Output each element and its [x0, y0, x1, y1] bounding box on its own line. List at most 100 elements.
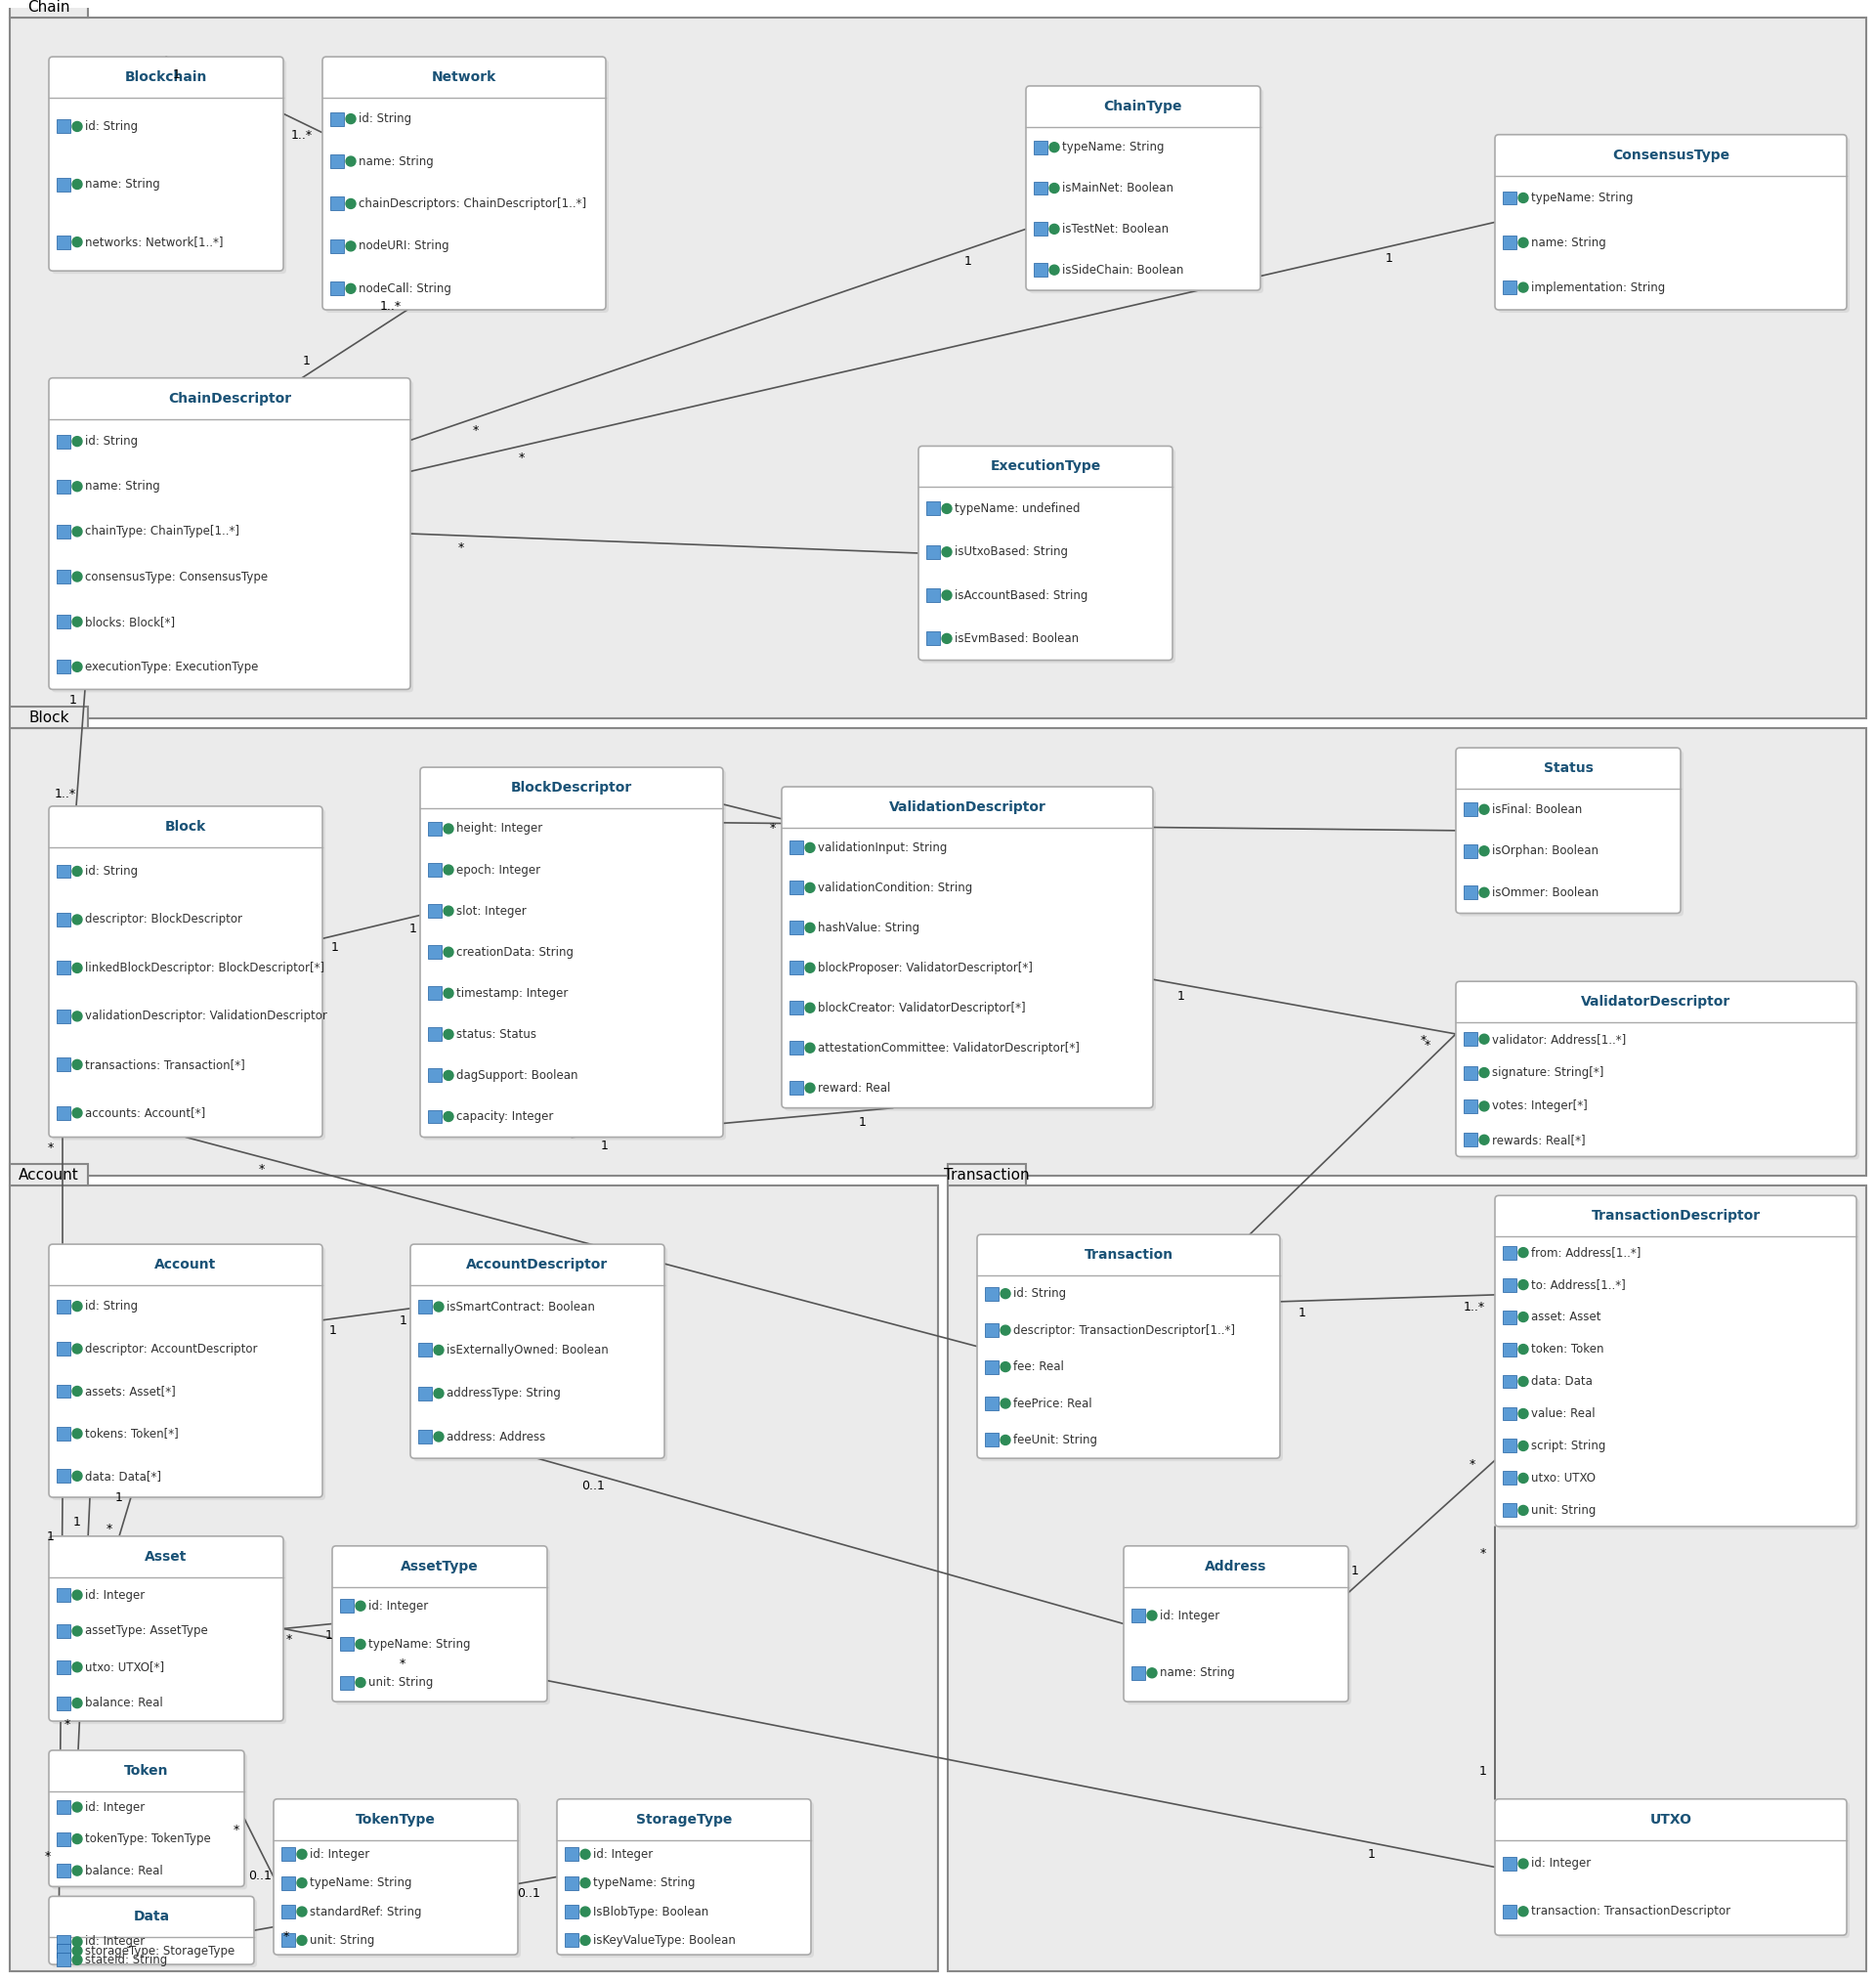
FancyBboxPatch shape: [428, 987, 441, 1000]
Text: from: Address[1..*]: from: Address[1..*]: [1531, 1246, 1642, 1258]
Circle shape: [443, 866, 454, 876]
FancyBboxPatch shape: [56, 660, 71, 674]
Text: name: String: name: String: [84, 479, 159, 493]
Text: id: String: id: String: [1013, 1288, 1066, 1300]
FancyBboxPatch shape: [1495, 135, 1846, 309]
Text: StorageType: StorageType: [636, 1813, 732, 1826]
Text: id: Integer: id: Integer: [368, 1599, 428, 1613]
FancyBboxPatch shape: [56, 961, 71, 975]
Text: stateId: String: stateId: String: [84, 1953, 167, 1967]
Text: isKeyValueType: Boolean: isKeyValueType: Boolean: [593, 1933, 735, 1947]
FancyBboxPatch shape: [1463, 1032, 1478, 1046]
FancyBboxPatch shape: [919, 446, 1172, 660]
FancyBboxPatch shape: [56, 1801, 71, 1815]
FancyBboxPatch shape: [53, 1900, 257, 1967]
Circle shape: [1146, 1668, 1157, 1678]
Circle shape: [805, 963, 814, 973]
Text: Asset: Asset: [144, 1549, 188, 1563]
Circle shape: [73, 1428, 83, 1438]
Text: AccountDescriptor: AccountDescriptor: [467, 1258, 608, 1272]
Text: typeName: String: typeName: String: [593, 1876, 696, 1890]
Circle shape: [1000, 1325, 1011, 1335]
Text: name: String: name: String: [1159, 1666, 1234, 1680]
Text: id: Integer: id: Integer: [1159, 1609, 1219, 1622]
Text: assetType: AssetType: assetType: AssetType: [84, 1624, 208, 1638]
Circle shape: [73, 1698, 83, 1708]
FancyBboxPatch shape: [49, 1244, 323, 1498]
FancyBboxPatch shape: [49, 378, 411, 689]
Text: dagSupport: Boolean: dagSupport: Boolean: [456, 1070, 578, 1082]
FancyBboxPatch shape: [428, 1068, 441, 1082]
FancyBboxPatch shape: [977, 1234, 1279, 1458]
Text: 1: 1: [400, 1315, 407, 1327]
Text: *: *: [1480, 1547, 1486, 1561]
Text: UTXO: UTXO: [1649, 1813, 1692, 1826]
Text: *: *: [400, 1658, 405, 1670]
FancyBboxPatch shape: [1034, 141, 1047, 155]
Text: tokens: Token[*]: tokens: Token[*]: [84, 1426, 178, 1440]
Circle shape: [1518, 1408, 1529, 1418]
Text: TokenType: TokenType: [356, 1813, 435, 1826]
FancyBboxPatch shape: [428, 864, 441, 878]
Circle shape: [1000, 1290, 1011, 1298]
FancyBboxPatch shape: [330, 196, 343, 210]
Circle shape: [296, 1850, 308, 1858]
Circle shape: [1518, 1248, 1529, 1258]
Circle shape: [1480, 1034, 1490, 1044]
Circle shape: [73, 481, 83, 491]
Text: 1: 1: [1298, 1305, 1306, 1319]
FancyBboxPatch shape: [276, 1803, 522, 1957]
FancyBboxPatch shape: [56, 1943, 71, 1957]
Circle shape: [942, 634, 951, 644]
Circle shape: [73, 238, 83, 248]
FancyBboxPatch shape: [56, 913, 71, 927]
Text: validationDescriptor: ValidationDescriptor: validationDescriptor: ValidationDescript…: [84, 1010, 326, 1022]
Text: 0..1: 0..1: [248, 1870, 272, 1882]
Text: votes: Integer[*]: votes: Integer[*]: [1491, 1099, 1587, 1113]
Circle shape: [805, 1084, 814, 1094]
Text: feeUnit: String: feeUnit: String: [1013, 1434, 1097, 1446]
Circle shape: [73, 1060, 83, 1070]
Text: reward: Real: reward: Real: [818, 1082, 891, 1094]
FancyBboxPatch shape: [56, 614, 71, 628]
FancyBboxPatch shape: [428, 1109, 441, 1123]
FancyBboxPatch shape: [1503, 1407, 1516, 1420]
FancyBboxPatch shape: [56, 525, 71, 539]
Text: chainDescriptors: ChainDescriptor[1..*]: chainDescriptors: ChainDescriptor[1..*]: [358, 198, 587, 210]
FancyBboxPatch shape: [340, 1638, 355, 1650]
Text: *: *: [1469, 1458, 1475, 1472]
FancyBboxPatch shape: [985, 1397, 998, 1410]
Text: isUtxoBased: String: isUtxoBased: String: [955, 545, 1067, 559]
FancyBboxPatch shape: [53, 1753, 248, 1890]
Circle shape: [1518, 1440, 1529, 1450]
Circle shape: [73, 1107, 83, 1117]
Text: addressType: String: addressType: String: [446, 1387, 561, 1401]
Text: id: Integer: id: Integer: [1531, 1858, 1591, 1870]
FancyBboxPatch shape: [927, 588, 940, 602]
Text: 1..*: 1..*: [54, 786, 77, 800]
Text: id: String: id: String: [358, 113, 411, 125]
FancyBboxPatch shape: [56, 1300, 71, 1313]
FancyBboxPatch shape: [947, 1165, 1026, 1187]
FancyBboxPatch shape: [1028, 89, 1263, 293]
Text: slot: Integer: slot: Integer: [456, 905, 527, 917]
FancyBboxPatch shape: [49, 1751, 244, 1886]
FancyBboxPatch shape: [56, 1624, 71, 1638]
Circle shape: [345, 198, 356, 208]
FancyBboxPatch shape: [56, 1864, 71, 1878]
Circle shape: [73, 436, 83, 446]
FancyBboxPatch shape: [418, 1430, 431, 1444]
FancyBboxPatch shape: [49, 1896, 253, 1965]
FancyBboxPatch shape: [985, 1323, 998, 1337]
Circle shape: [1518, 1345, 1529, 1355]
FancyBboxPatch shape: [56, 1660, 71, 1674]
FancyBboxPatch shape: [53, 380, 413, 691]
FancyBboxPatch shape: [1495, 1195, 1857, 1527]
Text: id: Integer: id: Integer: [593, 1848, 653, 1860]
FancyBboxPatch shape: [790, 921, 803, 935]
FancyBboxPatch shape: [56, 1058, 71, 1072]
FancyBboxPatch shape: [559, 1803, 814, 1957]
Text: unit: String: unit: String: [310, 1933, 375, 1947]
Text: TransactionDescriptor: TransactionDescriptor: [1591, 1208, 1760, 1222]
FancyBboxPatch shape: [56, 864, 71, 878]
